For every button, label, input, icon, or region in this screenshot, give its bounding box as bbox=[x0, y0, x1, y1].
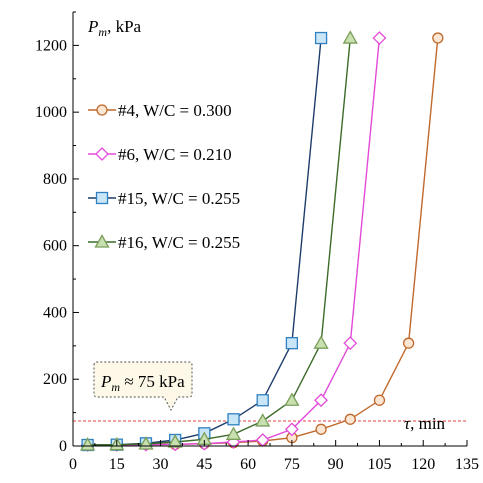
data-point bbox=[256, 394, 269, 407]
x-tick-label: 15 bbox=[109, 456, 125, 473]
data-point bbox=[342, 30, 358, 44]
x-tick-label: 75 bbox=[284, 456, 300, 473]
x-tick-label: 105 bbox=[367, 456, 391, 473]
y-tick-label: 400 bbox=[43, 304, 67, 321]
y-tick-label: 200 bbox=[43, 371, 67, 388]
y-tick-label: 1000 bbox=[35, 104, 67, 121]
legend-marker bbox=[95, 191, 109, 205]
annotation-callout: Pm ≈ 75 kPa bbox=[93, 361, 193, 412]
annotation-text: Pm ≈ 75 kPa bbox=[100, 372, 185, 394]
data-point bbox=[167, 434, 183, 448]
data-point bbox=[314, 31, 328, 45]
y-tick-label: 0 bbox=[59, 438, 67, 455]
x-tick-label: 45 bbox=[196, 456, 212, 473]
annotation-symbol: P bbox=[100, 372, 111, 391]
data-point bbox=[314, 393, 328, 408]
data-point bbox=[79, 437, 96, 451]
legend-item: #6, W/C = 0.210 bbox=[88, 145, 232, 164]
data-point bbox=[373, 394, 386, 406]
y-tick-label: 1200 bbox=[35, 37, 67, 54]
data-point bbox=[284, 392, 300, 406]
y-axis-label: Pm, kPa bbox=[87, 17, 142, 39]
legend-item: #15, W/C = 0.255 bbox=[88, 189, 240, 208]
data-point bbox=[315, 423, 327, 435]
axes-layer: 0 200 400 600 800 1000 1200 0 15 30 45 60 75 90 105 120… bbox=[35, 11, 479, 473]
legend-marker bbox=[95, 147, 109, 161]
data-point bbox=[344, 413, 356, 425]
series-line bbox=[87, 37, 351, 446]
y-axis-label-unit: , kPa bbox=[107, 17, 141, 36]
legend-label: #16, W/C = 0.255 bbox=[118, 233, 240, 252]
x-tick-label: 60 bbox=[240, 456, 256, 473]
annotation-box bbox=[93, 361, 193, 412]
data-point bbox=[227, 413, 240, 426]
legend-marker bbox=[94, 234, 110, 248]
legend-item: #4, W/C = 0.300 bbox=[88, 101, 232, 120]
annotation-sub: m bbox=[111, 380, 120, 394]
legend: #4, W/C = 0.300 #6, W/C = 0.210 #15, W/C =… bbox=[88, 101, 240, 252]
data-point bbox=[372, 31, 387, 45]
legend-marker bbox=[96, 104, 108, 116]
y-axis-label-sub: m bbox=[98, 25, 107, 39]
legend-label: #4, W/C = 0.300 bbox=[118, 101, 232, 120]
x-axis-label-unit: , min bbox=[410, 414, 445, 433]
data-point bbox=[285, 337, 299, 350]
x-axis-label: τ, min bbox=[404, 414, 446, 433]
legend-item: #16, W/C = 0.255 bbox=[88, 233, 240, 252]
data-point bbox=[343, 336, 358, 351]
x-tick-label: 0 bbox=[69, 456, 77, 473]
legend-label: #15, W/C = 0.255 bbox=[118, 189, 240, 208]
x-tick-label: 30 bbox=[153, 456, 169, 473]
x-tick-label: 90 bbox=[328, 456, 344, 473]
x-tick-label: 135 bbox=[455, 456, 479, 473]
x-axis-label-symbol: τ bbox=[404, 414, 411, 433]
series-4 bbox=[79, 30, 358, 451]
legend-label: #6, W/C = 0.210 bbox=[118, 145, 232, 164]
data-point bbox=[225, 426, 242, 440]
data-point bbox=[432, 32, 444, 44]
y-tick-label: 600 bbox=[43, 238, 67, 255]
series-layer bbox=[79, 30, 444, 452]
x-tick-label: 120 bbox=[411, 456, 435, 473]
data-point bbox=[313, 335, 329, 349]
y-tick-label: 800 bbox=[43, 171, 67, 188]
y-axis-label-symbol: P bbox=[87, 17, 98, 36]
data-point bbox=[255, 413, 271, 427]
annotation-value: ≈ 75 kPa bbox=[120, 372, 185, 391]
data-point bbox=[284, 422, 299, 437]
data-point bbox=[402, 337, 415, 349]
